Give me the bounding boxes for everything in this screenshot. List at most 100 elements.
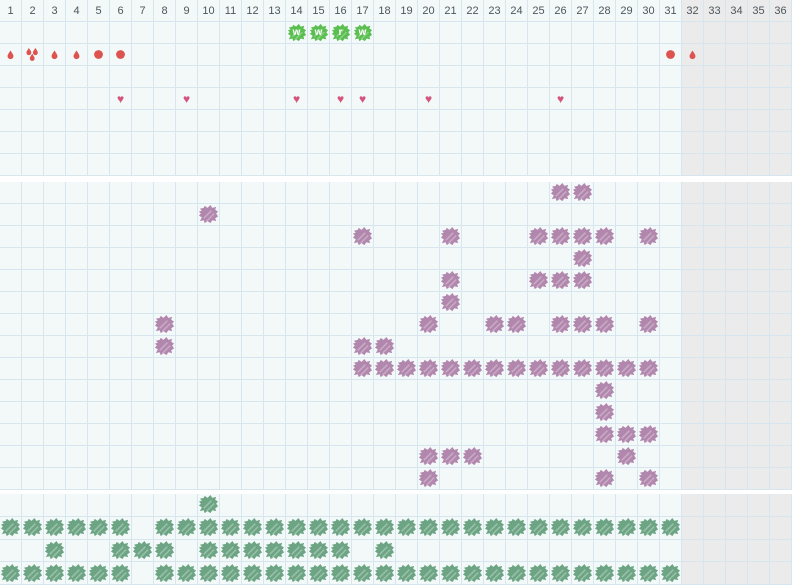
symptom-day-cell[interactable] <box>198 66 220 88</box>
green-day-cell[interactable] <box>242 539 264 563</box>
purple-day-cell[interactable] <box>660 314 682 336</box>
purple-day-cell[interactable] <box>308 248 330 270</box>
purple-day-cell[interactable] <box>176 292 198 314</box>
purple-day-cell[interactable] <box>440 314 462 336</box>
green-day-cell[interactable] <box>440 539 462 563</box>
purple-day-cell[interactable] <box>176 446 198 468</box>
symptom-day-cell[interactable] <box>330 154 352 176</box>
green-day-cell[interactable] <box>616 516 638 540</box>
purple-day-cell[interactable] <box>176 380 198 402</box>
purple-day-cell[interactable] <box>330 336 352 358</box>
symptom-day-cell[interactable] <box>550 44 572 66</box>
purple-day-cell[interactable] <box>352 182 374 204</box>
symptom-day-cell[interactable]: ♥ <box>330 88 352 110</box>
purple-day-cell[interactable] <box>638 248 660 270</box>
purple-day-cell[interactable] <box>660 226 682 248</box>
purple-day-cell[interactable] <box>88 226 110 248</box>
symptom-day-cell[interactable] <box>594 154 616 176</box>
purple-day-cell[interactable] <box>66 270 88 292</box>
purple-day-cell[interactable] <box>220 248 242 270</box>
purple-day-cell[interactable] <box>638 336 660 358</box>
purple-day-cell[interactable] <box>22 314 44 336</box>
purple-day-cell[interactable] <box>22 380 44 402</box>
purple-day-cell[interactable] <box>242 314 264 336</box>
purple-day-cell[interactable] <box>572 380 594 402</box>
purple-day-cell[interactable] <box>506 424 528 446</box>
purple-day-cell[interactable] <box>0 204 22 226</box>
green-day-cell[interactable] <box>220 539 242 563</box>
symptom-day-cell[interactable] <box>770 154 792 176</box>
symptom-day-cell[interactable] <box>308 88 330 110</box>
purple-day-cell[interactable] <box>462 446 484 468</box>
green-day-cell[interactable] <box>110 562 132 585</box>
purple-day-cell[interactable] <box>242 336 264 358</box>
purple-day-cell[interactable] <box>748 446 770 468</box>
purple-day-cell[interactable] <box>352 292 374 314</box>
purple-day-cell[interactable] <box>616 446 638 468</box>
purple-day-cell[interactable] <box>66 204 88 226</box>
symptom-day-cell[interactable] <box>572 66 594 88</box>
purple-day-cell[interactable] <box>704 270 726 292</box>
green-day-cell[interactable] <box>22 562 44 585</box>
purple-day-cell[interactable] <box>352 314 374 336</box>
purple-day-cell[interactable] <box>330 182 352 204</box>
purple-day-cell[interactable] <box>88 468 110 490</box>
symptom-day-cell[interactable] <box>550 66 572 88</box>
symptom-day-cell[interactable] <box>0 154 22 176</box>
purple-day-cell[interactable] <box>704 314 726 336</box>
purple-day-cell[interactable] <box>682 402 704 424</box>
purple-day-cell[interactable] <box>616 336 638 358</box>
symptom-day-cell[interactable] <box>638 132 660 154</box>
green-day-cell[interactable] <box>528 562 550 585</box>
purple-day-cell[interactable] <box>44 424 66 446</box>
purple-day-cell[interactable] <box>374 248 396 270</box>
symptom-day-cell[interactable] <box>352 44 374 66</box>
purple-day-cell[interactable] <box>528 446 550 468</box>
symptom-day-cell[interactable] <box>660 154 682 176</box>
purple-day-cell[interactable] <box>22 446 44 468</box>
symptom-day-cell[interactable] <box>660 88 682 110</box>
purple-day-cell[interactable] <box>704 182 726 204</box>
purple-day-cell[interactable] <box>132 424 154 446</box>
purple-day-cell[interactable] <box>22 424 44 446</box>
symptom-day-cell[interactable] <box>396 88 418 110</box>
symptom-day-cell[interactable]: w <box>308 22 330 44</box>
symptom-day-cell[interactable] <box>484 132 506 154</box>
symptom-day-cell[interactable] <box>440 44 462 66</box>
purple-day-cell[interactable] <box>286 446 308 468</box>
purple-day-cell[interactable] <box>0 314 22 336</box>
purple-day-cell[interactable] <box>396 358 418 380</box>
green-day-cell[interactable] <box>748 562 770 585</box>
purple-day-cell[interactable] <box>352 270 374 292</box>
symptom-day-cell[interactable] <box>704 154 726 176</box>
symptom-day-cell[interactable] <box>176 22 198 44</box>
purple-day-cell[interactable] <box>462 248 484 270</box>
symptom-day-cell[interactable] <box>22 88 44 110</box>
green-day-cell[interactable] <box>22 494 44 517</box>
symptom-day-cell[interactable] <box>22 154 44 176</box>
purple-day-cell[interactable] <box>704 292 726 314</box>
green-day-cell[interactable] <box>110 494 132 517</box>
purple-day-cell[interactable] <box>682 424 704 446</box>
purple-day-cell[interactable] <box>550 402 572 424</box>
symptom-day-cell[interactable] <box>198 44 220 66</box>
purple-day-cell[interactable] <box>66 424 88 446</box>
purple-day-cell[interactable] <box>264 204 286 226</box>
symptom-day-cell[interactable] <box>264 132 286 154</box>
symptom-day-cell[interactable] <box>770 110 792 132</box>
purple-day-cell[interactable] <box>726 270 748 292</box>
symptom-day-cell[interactable] <box>528 66 550 88</box>
purple-day-cell[interactable] <box>264 292 286 314</box>
purple-day-cell[interactable] <box>484 248 506 270</box>
symptom-day-cell[interactable] <box>748 22 770 44</box>
purple-day-cell[interactable] <box>484 468 506 490</box>
purple-day-cell[interactable] <box>748 336 770 358</box>
symptom-day-cell[interactable] <box>132 110 154 132</box>
purple-day-cell[interactable] <box>638 314 660 336</box>
symptom-day-cell[interactable] <box>770 44 792 66</box>
purple-day-cell[interactable] <box>374 314 396 336</box>
purple-day-cell[interactable] <box>88 270 110 292</box>
symptom-day-cell[interactable] <box>352 66 374 88</box>
symptom-day-cell[interactable] <box>66 88 88 110</box>
purple-day-cell[interactable] <box>88 204 110 226</box>
